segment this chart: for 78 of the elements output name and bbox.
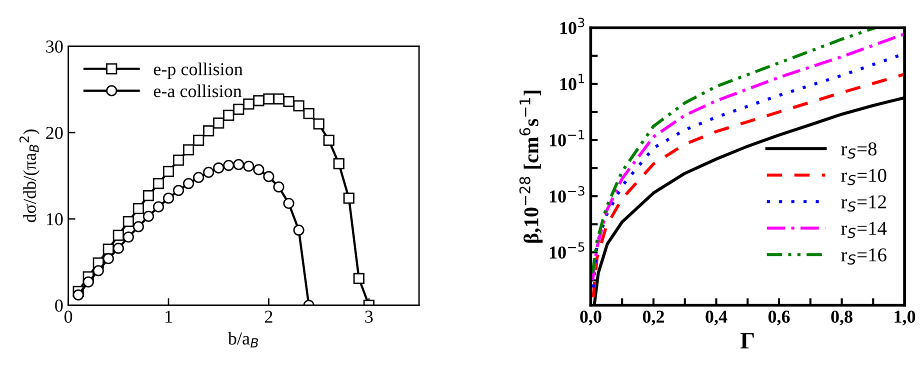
point [353, 272, 364, 284]
point [233, 104, 244, 115]
y-tick-label: 10$^{−3}$ [550, 186, 584, 203]
x-tick-label: 0,4 [706, 310, 728, 326]
y-tick-label: 10 [46, 213, 63, 226]
x-tick-label: 0,6 [768, 310, 790, 326]
x-axis-title: b/a$_{B}$ [228, 332, 258, 348]
point [142, 190, 154, 202]
y-tick-label: 10$^{3}$ [560, 18, 584, 34]
point [293, 100, 304, 112]
legend-label: r$_{S}$=10 [841, 168, 886, 186]
point [293, 224, 304, 236]
point [172, 184, 184, 196]
point [273, 181, 284, 193]
point [283, 96, 294, 108]
y-tick-label: 30 [46, 40, 63, 53]
point [213, 118, 224, 129]
point [112, 242, 124, 254]
y-axis-title: β,10$^{−28}$ [cm$^{6}$s$^{−1}$] [519, 90, 543, 243]
point [162, 166, 174, 177]
x-tick-label: 0,2 [642, 310, 664, 326]
point [223, 110, 234, 121]
point [152, 178, 164, 190]
point [253, 164, 264, 176]
point [213, 162, 224, 174]
x-axis-title: Γ [740, 332, 754, 348]
x-tick-label: 2 [265, 310, 272, 323]
y-tick-label: 0 [55, 300, 63, 312]
legend-label: e-p collision [154, 62, 243, 79]
point [82, 276, 94, 288]
y-axis-title: dσ/db/(πa$_{B}$$^{2}$) [19, 130, 40, 222]
x-tick-label: 0,8 [831, 310, 852, 326]
point [132, 203, 144, 214]
point [112, 230, 124, 241]
point [233, 158, 244, 170]
point [102, 253, 114, 264]
legend-label: r$_{S}$=8 [841, 142, 877, 159]
x-tick-label: 3 [365, 310, 373, 323]
y-tick-label: 10$^{−1}$ [550, 130, 584, 146]
legend-label: r$_{S}$=14 [841, 222, 887, 238]
point [313, 118, 324, 130]
point [263, 93, 274, 104]
point [152, 201, 164, 212]
point [122, 231, 134, 243]
point [243, 160, 254, 172]
point [92, 265, 104, 276]
point [183, 178, 194, 190]
point [273, 93, 284, 104]
y-tick-label: 10$^{−5}$ [550, 242, 584, 259]
point [162, 192, 174, 204]
point [253, 95, 264, 106]
x-tick-label: 0 [64, 310, 72, 323]
x-tick-label: 1,0 [894, 310, 916, 326]
point [223, 160, 234, 171]
point [193, 172, 204, 184]
point [132, 221, 144, 232]
y-tick-label: 20 [46, 126, 63, 140]
point [203, 166, 214, 178]
y-tick-label: 10$^{1}$ [560, 74, 584, 90]
x-tick-label: 1 [166, 310, 172, 323]
point [122, 216, 134, 228]
legend-label: e-a collision [154, 84, 242, 98]
point [323, 134, 334, 146]
point [183, 144, 194, 156]
point [343, 192, 354, 204]
x-tick-label: 0,0 [580, 310, 602, 326]
point [333, 158, 344, 170]
point [172, 154, 184, 166]
point [193, 134, 204, 146]
point [263, 171, 274, 182]
legend-label: r$_{S}$=12 [841, 195, 886, 212]
point [203, 125, 214, 136]
point [243, 98, 254, 110]
point [72, 289, 84, 300]
point [303, 108, 314, 120]
point [142, 210, 154, 222]
legend-label: r$_{S}$=16 [841, 248, 886, 265]
point [283, 198, 294, 209]
